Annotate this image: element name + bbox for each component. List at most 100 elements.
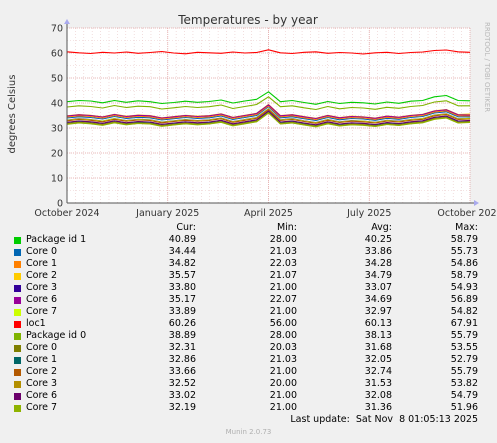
footer: Last update: Sat Nov 8 01:05:13 2025 (14, 414, 480, 426)
legend-min-value: 20.00 (269, 378, 297, 389)
chart-title: Temperatures - by year (177, 13, 318, 27)
x-tick-label: April 2025 (244, 208, 293, 219)
legend-swatch (14, 285, 21, 292)
legend-max-value: 55.73 (450, 246, 478, 257)
y-tick-label: 70 (51, 24, 63, 35)
legend-min-value: 22.07 (269, 294, 297, 305)
column-header-min: Min: (276, 222, 297, 233)
munin-version: Munin 2.0.73 (225, 428, 272, 436)
legend-min-value: 20.03 (269, 342, 297, 353)
legend-swatch (14, 273, 21, 280)
legend-item: Package id 1 40.89 28.00 40.25 58.79 (14, 234, 480, 246)
legend-cur-value: 33.66 (168, 366, 196, 377)
y-tick-label: 40 (51, 99, 63, 110)
legend-swatch (14, 405, 21, 412)
legend-cur-value: 40.89 (168, 234, 196, 245)
series-line (66, 91, 471, 105)
y-tick-label: 30 (51, 124, 63, 135)
legend-avg-value: 60.13 (364, 318, 392, 329)
series-line (66, 110, 471, 126)
legend-series-name: Core 3 (26, 282, 58, 293)
legend-cur-value: 34.44 (168, 246, 196, 257)
series-line (66, 49, 471, 55)
legend-item: Core 0 32.31 20.03 31.68 53.55 (14, 342, 480, 354)
legend-max-value: 67.91 (450, 318, 478, 329)
legend-max-value: 51.96 (450, 402, 478, 413)
legend-swatch (14, 261, 21, 268)
series-line (66, 105, 471, 121)
legend-item: Core 7 33.89 21.00 32.97 54.82 (14, 306, 480, 318)
legend-avg-value: 31.36 (364, 402, 392, 413)
legend-item: Core 3 33.80 21.00 33.07 54.93 (14, 282, 480, 294)
y-axis-label: degrees Celsius (7, 75, 18, 154)
legend-min-value: 28.00 (269, 330, 297, 341)
legend-min-value: 22.03 (269, 258, 297, 269)
legend-swatch (14, 381, 21, 388)
column-header-avg: Avg: (371, 222, 392, 233)
legend-swatch (14, 249, 21, 256)
legend-series-name: loc1 (26, 318, 46, 329)
legend-min-value: 21.00 (269, 366, 297, 377)
x-tick-label: July 2025 (346, 208, 391, 219)
legend-avg-value: 38.13 (364, 330, 392, 341)
legend-max-value: 54.79 (450, 390, 478, 401)
legend-series-name: Core 1 (26, 354, 58, 365)
legend-series-name: Core 3 (26, 378, 58, 389)
legend-avg-value: 32.05 (364, 354, 392, 365)
legend-avg-value: 33.07 (364, 282, 392, 293)
legend-series-name: Core 0 (26, 342, 58, 353)
legend-cur-value: 32.52 (168, 378, 196, 389)
legend-item: Core 6 33.02 21.00 32.08 54.79 (14, 390, 480, 402)
legend-min-value: 21.07 (269, 270, 297, 281)
legend-swatch (14, 369, 21, 376)
legend-series-name: Core 6 (26, 294, 58, 305)
legend: Cur: Min: Avg: Max: Package id 1 40.89 28.… (14, 222, 480, 426)
x-tick-label: October 2024 (34, 208, 99, 219)
series-line (66, 106, 471, 122)
legend-avg-value: 34.79 (364, 270, 392, 281)
series-line (66, 104, 471, 120)
last-update: Last update: Sat Nov 8 01:05:13 2025 (290, 414, 478, 425)
x-axis-arrow (474, 200, 479, 206)
legend-max-value: 53.82 (450, 378, 478, 389)
legend-cur-value: 32.86 (168, 354, 196, 365)
legend-max-value: 56.89 (450, 294, 478, 305)
y-tick-label: 0 (57, 199, 63, 210)
legend-series-name: Core 2 (26, 270, 58, 281)
legend-item: loc1 60.26 56.00 60.13 67.91 (14, 318, 480, 330)
legend-max-value: 53.55 (450, 342, 478, 353)
legend-min-value: 21.00 (269, 306, 297, 317)
series-line (66, 96, 470, 111)
legend-max-value: 54.82 (450, 306, 478, 317)
legend-swatch (14, 309, 21, 316)
legend-cur-value: 33.80 (168, 282, 196, 293)
legend-series-name: Core 6 (26, 390, 58, 401)
legend-cur-value: 33.89 (168, 306, 196, 317)
series-line (66, 108, 471, 124)
legend-swatch (14, 297, 21, 304)
legend-min-value: 21.00 (269, 390, 297, 401)
legend-avg-value: 31.68 (364, 342, 392, 353)
legend-min-value: 21.03 (269, 246, 297, 257)
legend-max-value: 55.79 (450, 330, 478, 341)
legend-item: Core 7 32.19 21.00 31.36 51.96 (14, 402, 480, 414)
legend-max-value: 58.79 (450, 234, 478, 245)
legend-rows: Package id 1 40.89 28.00 40.25 58.79 Core 0 34… (14, 234, 480, 414)
legend-cur-value: 34.82 (168, 258, 196, 269)
legend-item: Core 3 32.52 20.00 31.53 53.82 (14, 378, 480, 390)
legend-series-name: Core 7 (26, 402, 58, 413)
legend-min-value: 21.00 (269, 402, 297, 413)
legend-swatch (14, 237, 21, 244)
legend-avg-value: 34.28 (364, 258, 392, 269)
legend-cur-value: 33.02 (168, 390, 196, 401)
y-tick-label: 60 (51, 49, 63, 60)
legend-item: Core 1 32.86 21.03 32.05 52.79 (14, 354, 480, 366)
series-line (66, 112, 471, 128)
legend-avg-value: 32.08 (364, 390, 392, 401)
legend-cur-value: 60.26 (168, 318, 196, 329)
legend-min-value: 56.00 (269, 318, 297, 329)
legend-max-value: 54.93 (450, 282, 478, 293)
legend-series-name: Package id 1 (26, 234, 87, 245)
legend-item: Core 1 34.82 22.03 34.28 54.86 (14, 258, 480, 270)
legend-max-value: 58.79 (450, 270, 478, 281)
